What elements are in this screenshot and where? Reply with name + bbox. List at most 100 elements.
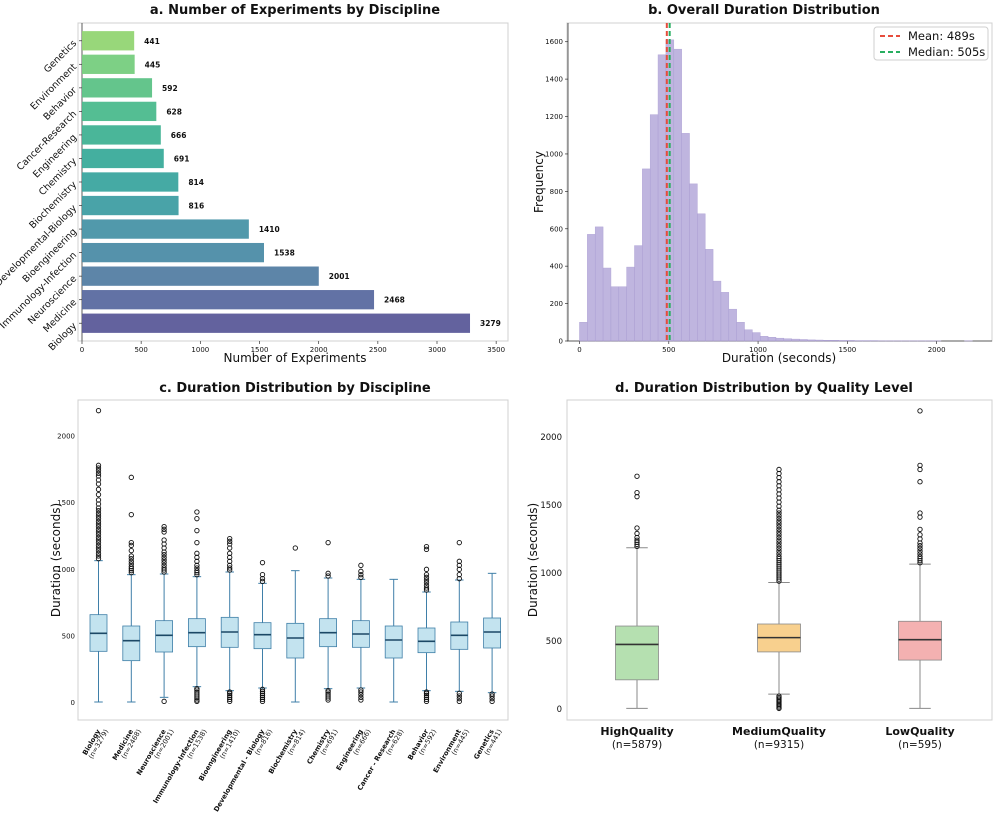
outlier-point xyxy=(161,557,167,563)
outlier-point xyxy=(128,564,134,570)
outlier-point xyxy=(194,516,200,522)
hist-bin xyxy=(697,213,706,342)
bar-chemistry xyxy=(82,148,164,169)
bar-value-label: 441 xyxy=(144,37,160,46)
panel-b-xtick-label: 1000 xyxy=(749,346,767,354)
panel-a-xtick-label: 0 xyxy=(80,346,84,354)
outlier-point xyxy=(128,540,134,546)
legend-median-label: Median: 505s xyxy=(908,45,985,59)
outlier-point xyxy=(776,515,782,522)
outlier-point xyxy=(161,552,167,558)
panel-d-ytick-label: 0 xyxy=(557,705,562,715)
panel-c-ytick-label: 1500 xyxy=(57,499,75,507)
bar-engineering xyxy=(82,125,161,145)
outlier-point xyxy=(95,524,102,530)
outlier-point xyxy=(776,540,782,546)
panel-b-ytick-label: 1600 xyxy=(545,38,563,46)
outlier-point xyxy=(917,526,923,533)
hist-bin xyxy=(657,54,667,342)
panel-b-xtick-label: 500 xyxy=(662,346,675,354)
outlier-point xyxy=(227,541,233,547)
outlier-point xyxy=(128,558,134,564)
outlier-point xyxy=(917,553,923,560)
hist-bin xyxy=(681,133,690,342)
hist-bin xyxy=(649,114,659,342)
hist-bin xyxy=(602,267,612,342)
outlier-point xyxy=(917,551,923,557)
panel-b: b. Overall Duration Distribution 0 200 400… xyxy=(532,3,993,365)
panel-c-title: c. Duration Distribution by Discipline xyxy=(159,381,431,396)
outlier-point xyxy=(325,691,331,697)
panel-a-xtick-label: 2500 xyxy=(369,346,387,354)
box xyxy=(286,622,305,659)
outlier-point xyxy=(95,542,102,548)
quality-count-label: (n=5879) xyxy=(612,739,662,751)
outlier-point xyxy=(95,553,102,559)
box xyxy=(898,620,942,661)
box xyxy=(483,617,502,649)
hist-bin xyxy=(712,280,722,342)
outlier-point xyxy=(489,698,495,704)
outlier-point xyxy=(423,689,430,695)
outlier-point xyxy=(423,577,430,583)
outlier-point xyxy=(917,532,923,538)
panel-b-ytick-label: 400 xyxy=(550,263,563,271)
bar-genetics xyxy=(82,31,135,51)
outlier-point xyxy=(194,568,200,574)
outlier-point xyxy=(95,468,102,474)
hist-bin xyxy=(759,336,769,342)
hist-bin xyxy=(799,339,808,342)
panel-d-ytick-label: 2000 xyxy=(540,433,562,443)
panel-a-xtick-label: 500 xyxy=(134,346,147,354)
outlier-point xyxy=(161,698,167,704)
outlier-point xyxy=(95,556,102,562)
outlier-point xyxy=(161,526,167,532)
outlier-point xyxy=(776,518,782,524)
outlier-point xyxy=(423,546,430,552)
panel-c-frame xyxy=(77,399,509,721)
outlier-point xyxy=(95,497,102,503)
outlier-point xyxy=(128,542,134,548)
outlier-point xyxy=(776,693,782,699)
panel-b-xtick-label: 0 xyxy=(577,346,581,354)
outlier-point xyxy=(128,474,134,480)
hist-bin xyxy=(579,322,588,342)
outlier-point xyxy=(95,492,102,498)
panel-b-xtick-label: 1500 xyxy=(838,346,856,354)
panel-d-ytick-label: 500 xyxy=(546,637,562,647)
outlier-point xyxy=(259,572,266,578)
outlier-point xyxy=(227,565,233,571)
outlier-point xyxy=(194,540,200,546)
outlier-point xyxy=(194,686,200,692)
hist-bin xyxy=(807,339,816,342)
outlier-point xyxy=(423,574,430,580)
outlier-point xyxy=(776,537,782,543)
outlier-point xyxy=(194,689,200,695)
outlier-point xyxy=(95,465,102,471)
outlier-point xyxy=(95,540,102,546)
bar-neuroscience xyxy=(82,266,319,286)
outlier-point xyxy=(358,568,364,574)
hist-bin xyxy=(720,292,730,342)
outlier-point xyxy=(489,691,495,697)
bar-bioengineering xyxy=(82,219,249,239)
outlier-point xyxy=(423,585,430,591)
outlier-point xyxy=(917,510,923,516)
hist-bin xyxy=(744,329,753,342)
outlier-point xyxy=(456,558,462,564)
outlier-point xyxy=(259,578,266,584)
outlier-point xyxy=(634,489,640,496)
bar-developmental-biology xyxy=(82,195,179,216)
box xyxy=(155,620,174,653)
outlier-point xyxy=(776,534,782,541)
outlier-point xyxy=(95,470,102,476)
quality-label-highquality: HighQuality xyxy=(600,725,673,738)
outlier-point xyxy=(423,692,430,698)
bar-value-label: 814 xyxy=(188,178,204,187)
bar-value-label: 2468 xyxy=(384,296,405,305)
outlier-point xyxy=(423,572,430,578)
outlier-point xyxy=(456,540,462,546)
bar-value-label: 592 xyxy=(162,84,178,93)
panel-c-ytick-label: 500 xyxy=(62,633,75,641)
panel-d-frame xyxy=(566,399,993,721)
